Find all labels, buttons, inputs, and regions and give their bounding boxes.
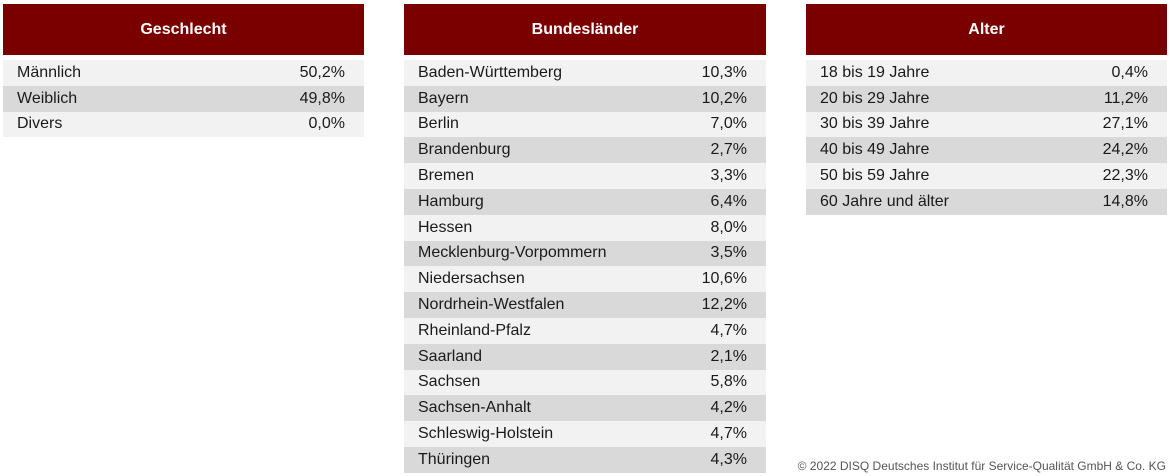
row-value: 7,0% [710,115,747,133]
row-label: Hessen [418,218,473,236]
table-row: 18 bis 19 Jahre 0,4% [806,60,1167,86]
row-label: Berlin [418,115,459,133]
row-value: 4,2% [710,399,747,417]
row-label: Nordrhein-Westfalen [418,296,565,314]
row-value: 50,2% [299,63,345,81]
table-row: 20 bis 29 Jahre 11,2% [806,85,1167,112]
table-row: 30 bis 39 Jahre 27,1% [806,111,1167,138]
row-value: 11,2% [1103,89,1148,107]
table-row: Nordrhein-Westfalen 12,2% [404,292,766,318]
table-row: Mecklenburg-Vorpommern 3,5% [404,240,766,267]
table-row: Bayern 10,2% [404,85,766,112]
row-label: Bayern [418,89,469,107]
table-row: 50 bis 59 Jahre 22,3% [806,163,1167,189]
row-label: Sachsen-Anhalt [418,399,531,417]
row-label: Thüringen [418,450,491,468]
table-bundeslaender: Bundesländer Baden-Württemberg 10,3% Baye… [404,4,766,473]
row-label: 50 bis 59 Jahre [820,167,930,185]
row-value: 2,1% [710,347,747,365]
row-value: 10,2% [701,89,747,107]
table-alter: Alter 18 bis 19 Jahre 0,4% 20 bis 29 Jahr… [806,4,1167,215]
table-row: Hessen 8,0% [404,214,766,241]
row-label: Brandenburg [418,141,511,159]
row-label: Rheinland-Pfalz [418,321,531,339]
row-value: 8,0% [710,218,747,236]
row-label: 30 bis 39 Jahre [820,115,930,133]
row-label: 18 bis 19 Jahre [820,63,930,81]
table-geschlecht: Geschlecht Männlich 50,2% Weiblich 49,8% D… [3,4,364,138]
table-row: 60 Jahre und älter 14,8% [806,188,1167,215]
table-row: Sachsen-Anhalt 4,2% [404,395,766,422]
table-row: Brandenburg 2,7% [404,137,766,164]
row-label: 40 bis 49 Jahre [820,141,930,159]
table-header: Geschlecht [3,4,364,55]
row-value: 24,2% [1102,141,1148,159]
row-value: 22,3% [1102,167,1148,185]
row-value: 4,7% [710,425,747,443]
table-row: Bremen 3,3% [404,163,766,189]
row-value: 2,7% [710,141,747,159]
table-row: 40 bis 49 Jahre 24,2% [806,137,1167,164]
row-value: 6,4% [710,192,747,210]
row-label: Hamburg [418,192,484,210]
row-label: Schleswig-Holstein [418,425,554,443]
row-value: 3,5% [710,244,747,262]
row-label: Saarland [418,347,483,365]
row-label: Sachsen [418,373,481,391]
row-label: Mecklenburg-Vorpommern [418,244,607,262]
table-row: Männlich 50,2% [3,60,364,86]
row-value: 4,7% [710,321,747,339]
table-row: Hamburg 6,4% [404,188,766,215]
table-row: Divers 0,0% [3,111,364,138]
copyright-notice: © 2022 DISQ Deutsches Institut für Servi… [797,459,1166,473]
table-row: Berlin 7,0% [404,111,766,138]
table-row: Baden-Württemberg 10,3% [404,60,766,86]
table-body: Männlich 50,2% Weiblich 49,8% Divers 0,0% [3,60,364,138]
row-value: 27,1% [1102,115,1148,133]
table-row: Thüringen 4,3% [404,446,766,473]
row-value: 3,3% [710,167,747,185]
row-label: Divers [17,115,63,133]
table-row: Weiblich 49,8% [3,85,364,112]
row-value: 12,2% [701,296,747,314]
row-value: 4,3% [710,450,747,468]
row-label: Baden-Württemberg [418,63,563,81]
row-label: Niedersachsen [418,270,525,288]
row-value: 0,0% [308,115,345,133]
row-label: 60 Jahre und älter [820,192,949,210]
row-value: 14,8% [1102,192,1148,210]
table-body: 18 bis 19 Jahre 0,4% 20 bis 29 Jahre 11,2%… [806,60,1167,215]
row-value: 10,3% [701,63,747,81]
row-label: Männlich [17,63,82,81]
row-label: 20 bis 29 Jahre [820,89,930,107]
table-body: Baden-Württemberg 10,3% Bayern 10,2% Berli… [404,60,766,473]
row-value: 10,6% [701,270,747,288]
table-row: Saarland 2,1% [404,343,766,370]
row-value: 5,8% [710,373,747,391]
table-header: Alter [806,4,1167,55]
row-label: Weiblich [17,89,78,107]
table-header: Bundesländer [404,4,766,55]
row-value: 49,8% [299,89,345,107]
table-row: Niedersachsen 10,6% [404,266,766,293]
table-row: Rheinland-Pfalz 4,7% [404,317,766,344]
row-label: Bremen [418,167,475,185]
row-value: 0,4% [1111,63,1148,81]
table-row: Schleswig-Holstein 4,7% [404,421,766,447]
table-row: Sachsen 5,8% [404,369,766,396]
